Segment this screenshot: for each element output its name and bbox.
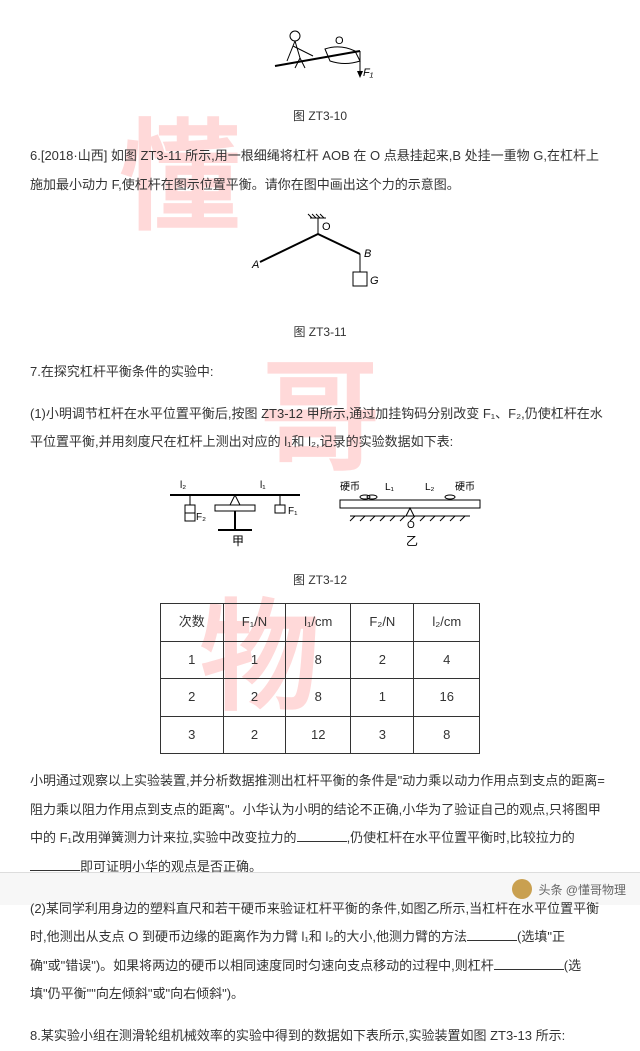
question-7-part2: (2)某同学利用身边的塑料直尺和若干硬币来验证杠杆平衡的条件,如图乙所示,当杠杆… bbox=[30, 895, 610, 1009]
table-row: 1 1 8 2 4 bbox=[160, 641, 479, 679]
fig12-coin2: 硬币 bbox=[455, 481, 475, 493]
td: 2 bbox=[160, 679, 223, 717]
blank-4 bbox=[494, 956, 564, 970]
q7b-post: 即可证明小华的观点是否正确。 bbox=[80, 859, 262, 874]
fig11-A: A bbox=[251, 259, 259, 271]
th-2: l₁/cm bbox=[286, 603, 351, 641]
fig11-G: G bbox=[370, 275, 379, 287]
td: 12 bbox=[286, 716, 351, 754]
fig10-caption: 图 ZT3-10 bbox=[30, 103, 610, 129]
q7b-mid: ,仍使杠杆在水平位置平衡时,比较拉力的 bbox=[347, 830, 575, 845]
td: 16 bbox=[414, 679, 480, 717]
figure-zt3-11: O A B G bbox=[30, 212, 610, 313]
td: 1 bbox=[351, 679, 414, 717]
question-6: 6.[2018·山西] 如图 ZT3-11 所示,用一根细绳将杠杆 AOB 在 … bbox=[30, 142, 610, 199]
fig12-caption: 图 ZT3-12 bbox=[30, 567, 610, 593]
blank-2 bbox=[30, 857, 80, 871]
td: 1 bbox=[160, 641, 223, 679]
fig10-svg: O F₁ bbox=[265, 16, 375, 86]
fig12-L2: L₂ bbox=[425, 482, 435, 493]
td: 3 bbox=[351, 716, 414, 754]
table-row: 3 2 12 3 8 bbox=[160, 716, 479, 754]
fig10-O: O bbox=[335, 35, 344, 47]
fig12-L1: L₁ bbox=[385, 482, 395, 493]
td: 2 bbox=[223, 716, 285, 754]
fig11-O: O bbox=[322, 221, 331, 233]
th-4: l₂/cm bbox=[414, 603, 480, 641]
fig12-jia: 甲 bbox=[232, 534, 244, 548]
blank-3 bbox=[467, 927, 517, 941]
th-0: 次数 bbox=[160, 603, 223, 641]
data-table: 次数 F₁/N l₁/cm F₂/N l₂/cm 1 1 8 2 4 2 2 8… bbox=[160, 603, 480, 754]
fig11-caption: 图 ZT3-11 bbox=[30, 319, 610, 345]
fig11-svg: O A B G bbox=[240, 212, 400, 302]
fig12-svg: l₂ l₁ F₂ F₁ 甲 硬币 L₁ L₂ 硬币 O bbox=[150, 470, 490, 550]
fig12-coin1: 硬币 bbox=[340, 481, 360, 493]
fig12-l1: l₁ bbox=[260, 480, 266, 491]
fig12-F1: F₁ bbox=[288, 506, 298, 517]
td: 1 bbox=[223, 641, 285, 679]
blank-1 bbox=[297, 828, 347, 842]
table-row: 2 2 8 1 16 bbox=[160, 679, 479, 717]
td: 8 bbox=[414, 716, 480, 754]
fig10-F: F₁ bbox=[363, 67, 374, 79]
th-3: F₂/N bbox=[351, 603, 414, 641]
fig12-l2: l₂ bbox=[180, 480, 186, 491]
fig11-B: B bbox=[364, 248, 371, 260]
question-7-header: 7.在探究杠杆平衡条件的实验中: bbox=[30, 358, 610, 387]
td: 8 bbox=[286, 641, 351, 679]
fig12-yi: 乙 bbox=[406, 534, 418, 548]
table-header-row: 次数 F₁/N l₁/cm F₂/N l₂/cm bbox=[160, 603, 479, 641]
th-1: F₁/N bbox=[223, 603, 285, 641]
fig12-F2: F₂ bbox=[196, 512, 206, 523]
fig12-O: O bbox=[407, 520, 415, 531]
page-content: O F₁ 图 ZT3-10 6.[2018·山西] 如图 ZT3-11 所示,用… bbox=[0, 0, 640, 1051]
td: 3 bbox=[160, 716, 223, 754]
question-8: 8.某实验小组在测滑轮组机械效率的实验中得到的数据如下表所示,实验装置如图 ZT… bbox=[30, 1022, 610, 1051]
td: 2 bbox=[351, 641, 414, 679]
question-7-p1: (1)小明调节杠杆在水平位置平衡后,按图 ZT3-12 甲所示,通过加挂钩码分别… bbox=[30, 400, 610, 457]
question-7-analysis: 小明通过观察以上实验装置,并分析数据推测出杠杆平衡的条件是"动力乘以动力作用点到… bbox=[30, 767, 610, 881]
td: 2 bbox=[223, 679, 285, 717]
figure-zt3-10: O F₁ bbox=[30, 16, 610, 97]
figure-zt3-12: l₂ l₁ F₂ F₁ 甲 硬币 L₁ L₂ 硬币 O bbox=[30, 470, 610, 561]
td: 8 bbox=[286, 679, 351, 717]
td: 4 bbox=[414, 641, 480, 679]
